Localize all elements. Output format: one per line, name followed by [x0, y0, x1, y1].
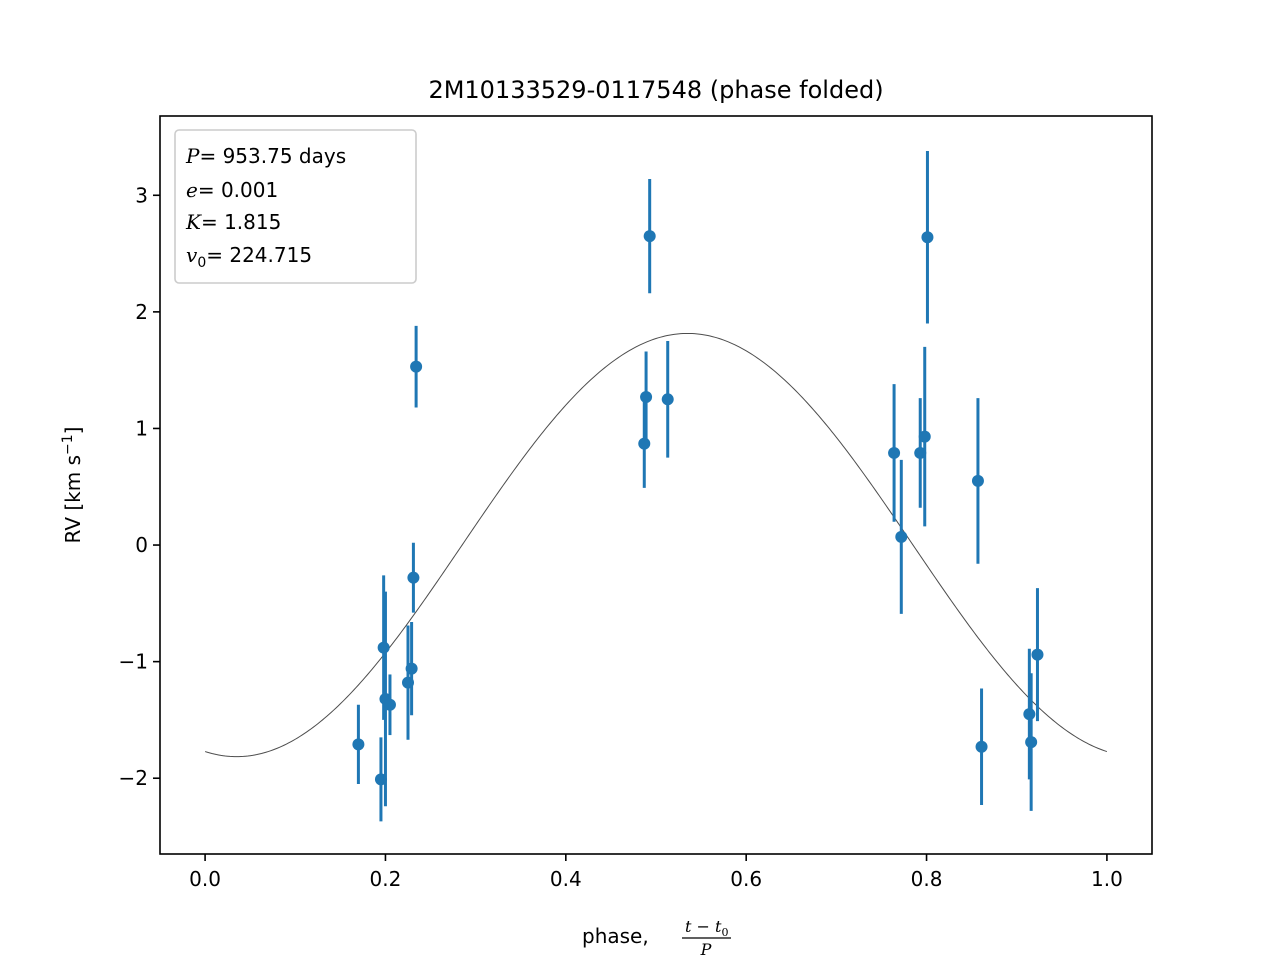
- data-point: [640, 351, 653, 443]
- data-point: [643, 178, 656, 294]
- x-axis-ticks: 0.0 0.2 0.4 0.6 0.8 1.0: [189, 854, 1123, 891]
- model-curve-layer: [204, 332, 1108, 758]
- legend-eccentricity: e= 0.001: [186, 178, 278, 202]
- x-fraction-denominator: P: [700, 940, 712, 959]
- data-marker: [895, 530, 908, 543]
- data-point: [352, 704, 365, 785]
- x-fraction-num-sub: 0: [721, 926, 728, 939]
- data-marker: [410, 360, 423, 373]
- x-fraction-num-text: t − t: [685, 917, 722, 936]
- data-marker: [640, 390, 653, 403]
- parameter-legend: P= 953.75 days e= 0.001 K= 1.815 v0= 224…: [174, 129, 417, 284]
- data-point: [921, 150, 934, 324]
- data-marker: [1023, 708, 1036, 721]
- x-tick-label: 0.6: [730, 867, 762, 891]
- y-axis-label-close: ]: [61, 427, 85, 435]
- y-axis-label-sup: −1: [60, 434, 76, 455]
- data-marker: [407, 571, 420, 584]
- data-marker: [888, 446, 901, 459]
- y-axis-label-text: RV [km s: [61, 455, 85, 544]
- data-marker: [643, 230, 656, 243]
- y-axis-label: RV [km s−1]: [60, 427, 85, 544]
- data-points-layer: [352, 150, 1044, 822]
- data-point: [383, 674, 396, 736]
- data-marker: [352, 738, 365, 751]
- legend-eccentricity-value: = 0.001: [198, 178, 278, 202]
- x-axis-label-fraction: t − t0 P: [682, 917, 731, 959]
- data-point: [661, 341, 674, 458]
- data-point: [975, 688, 988, 806]
- legend-amplitude-symbol: K: [185, 210, 202, 234]
- x-tick-label: 0.2: [370, 867, 402, 891]
- data-point: [407, 542, 420, 613]
- data-marker: [1031, 648, 1044, 661]
- model-curve: [204, 332, 1108, 758]
- legend-period-symbol: P: [185, 144, 200, 168]
- data-marker: [638, 437, 651, 450]
- y-tick-label: 2: [135, 300, 148, 324]
- x-tick-label: 0.4: [550, 867, 582, 891]
- data-marker: [405, 662, 418, 675]
- data-marker: [661, 393, 674, 406]
- data-point: [914, 398, 927, 508]
- data-marker: [914, 446, 927, 459]
- data-point: [1031, 588, 1044, 722]
- data-marker: [918, 430, 931, 443]
- y-tick-label: 0: [135, 533, 148, 557]
- data-point: [888, 384, 901, 522]
- y-axis-ticks: −2 −1 0 1 2 3: [119, 183, 160, 790]
- y-tick-label: −2: [119, 766, 148, 790]
- legend-velocity-sub: 0: [197, 255, 206, 271]
- legend-box: [174, 129, 417, 284]
- legend-eccentricity-symbol: e: [186, 178, 198, 202]
- x-tick-label: 1.0: [1091, 867, 1123, 891]
- legend-period: P= 953.75 days: [185, 144, 346, 168]
- chart-title: 2M10133529-0117548 (phase folded): [428, 76, 883, 104]
- data-marker: [1025, 736, 1038, 749]
- data-point: [971, 398, 984, 564]
- axes-frame: [159, 115, 1153, 855]
- data-point: [405, 621, 418, 716]
- x-axis-label-text: phase,: [582, 924, 649, 948]
- data-point: [410, 325, 423, 408]
- data-marker: [921, 231, 934, 244]
- data-marker: [377, 641, 390, 654]
- x-axis-label: phase,: [582, 924, 649, 948]
- data-marker: [975, 740, 988, 753]
- legend-period-value: = 953.75 days: [199, 144, 346, 168]
- data-marker: [971, 474, 984, 487]
- data-point: [918, 346, 931, 527]
- data-marker: [383, 698, 396, 711]
- y-tick-label: 3: [135, 183, 148, 207]
- x-tick-label: 0.8: [911, 867, 943, 891]
- legend-amplitude: K= 1.815: [185, 210, 281, 234]
- legend-systemic-velocity: v0= 224.715: [186, 243, 312, 271]
- data-point: [895, 459, 908, 614]
- x-tick-label: 0.0: [189, 867, 221, 891]
- legend-velocity-symbol: v: [186, 243, 198, 267]
- data-marker: [374, 773, 387, 786]
- x-fraction-numerator: t − t0: [685, 917, 728, 939]
- plot-area: [159, 115, 1153, 855]
- y-tick-label: 1: [135, 416, 148, 440]
- data-point: [1025, 673, 1038, 811]
- legend-amplitude-value: = 1.815: [201, 210, 281, 234]
- data-point: [374, 737, 387, 822]
- legend-velocity-value: = 224.715: [206, 243, 312, 267]
- y-tick-label: −1: [119, 650, 148, 674]
